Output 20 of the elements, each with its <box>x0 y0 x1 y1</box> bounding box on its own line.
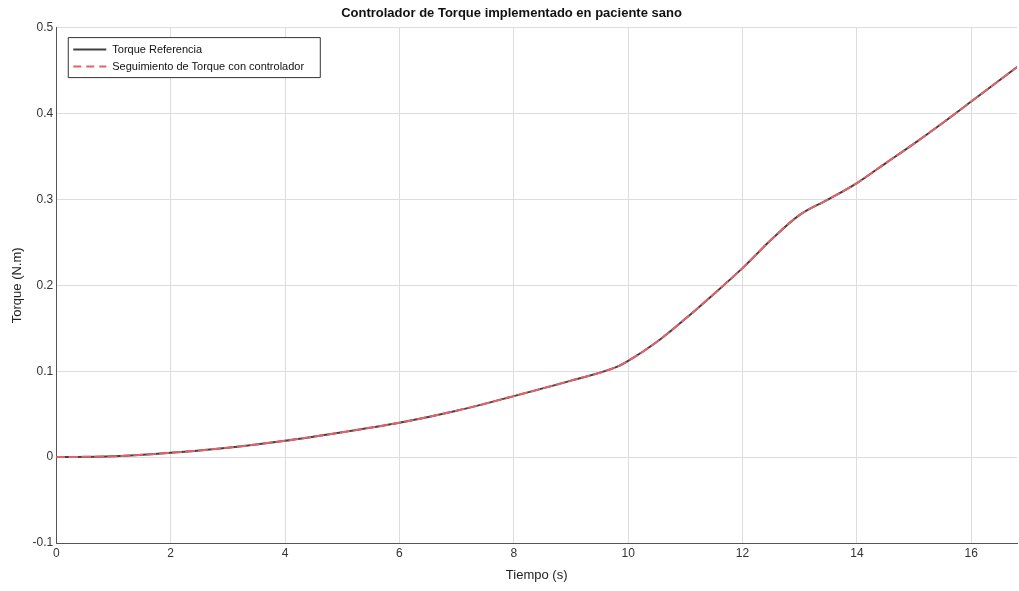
y-tick-label: -0.1 <box>32 535 54 550</box>
x-tick-label: 6 <box>396 545 404 560</box>
x-axis-title: Tiempo (s) <box>505 566 568 582</box>
y-tick-label: 0 <box>46 449 54 464</box>
y-tick-label: 0.4 <box>36 105 54 120</box>
x-tick-label: 12 <box>735 545 750 560</box>
legend-label: Torque Referencia <box>112 42 204 55</box>
x-tick-label: 8 <box>510 545 518 560</box>
y-tick-label: 0.3 <box>36 191 54 206</box>
y-axis-title: Torque (N.m) <box>9 247 25 324</box>
legend-label: Seguimiento de Torque con controlador <box>112 59 305 72</box>
x-tick-label: 4 <box>281 545 289 560</box>
y-tick-label: 0.1 <box>36 363 54 378</box>
x-tick-label: 16 <box>964 545 979 560</box>
chart-title: Controlador de Torque implementado en paciente sano <box>341 5 682 21</box>
x-tick-label: 14 <box>850 545 864 560</box>
y-tick-label: 0.5 <box>36 19 54 34</box>
x-tick-label: 10 <box>621 545 636 560</box>
x-tick-label: 2 <box>167 545 175 560</box>
y-tick-label: 0.2 <box>36 277 54 292</box>
